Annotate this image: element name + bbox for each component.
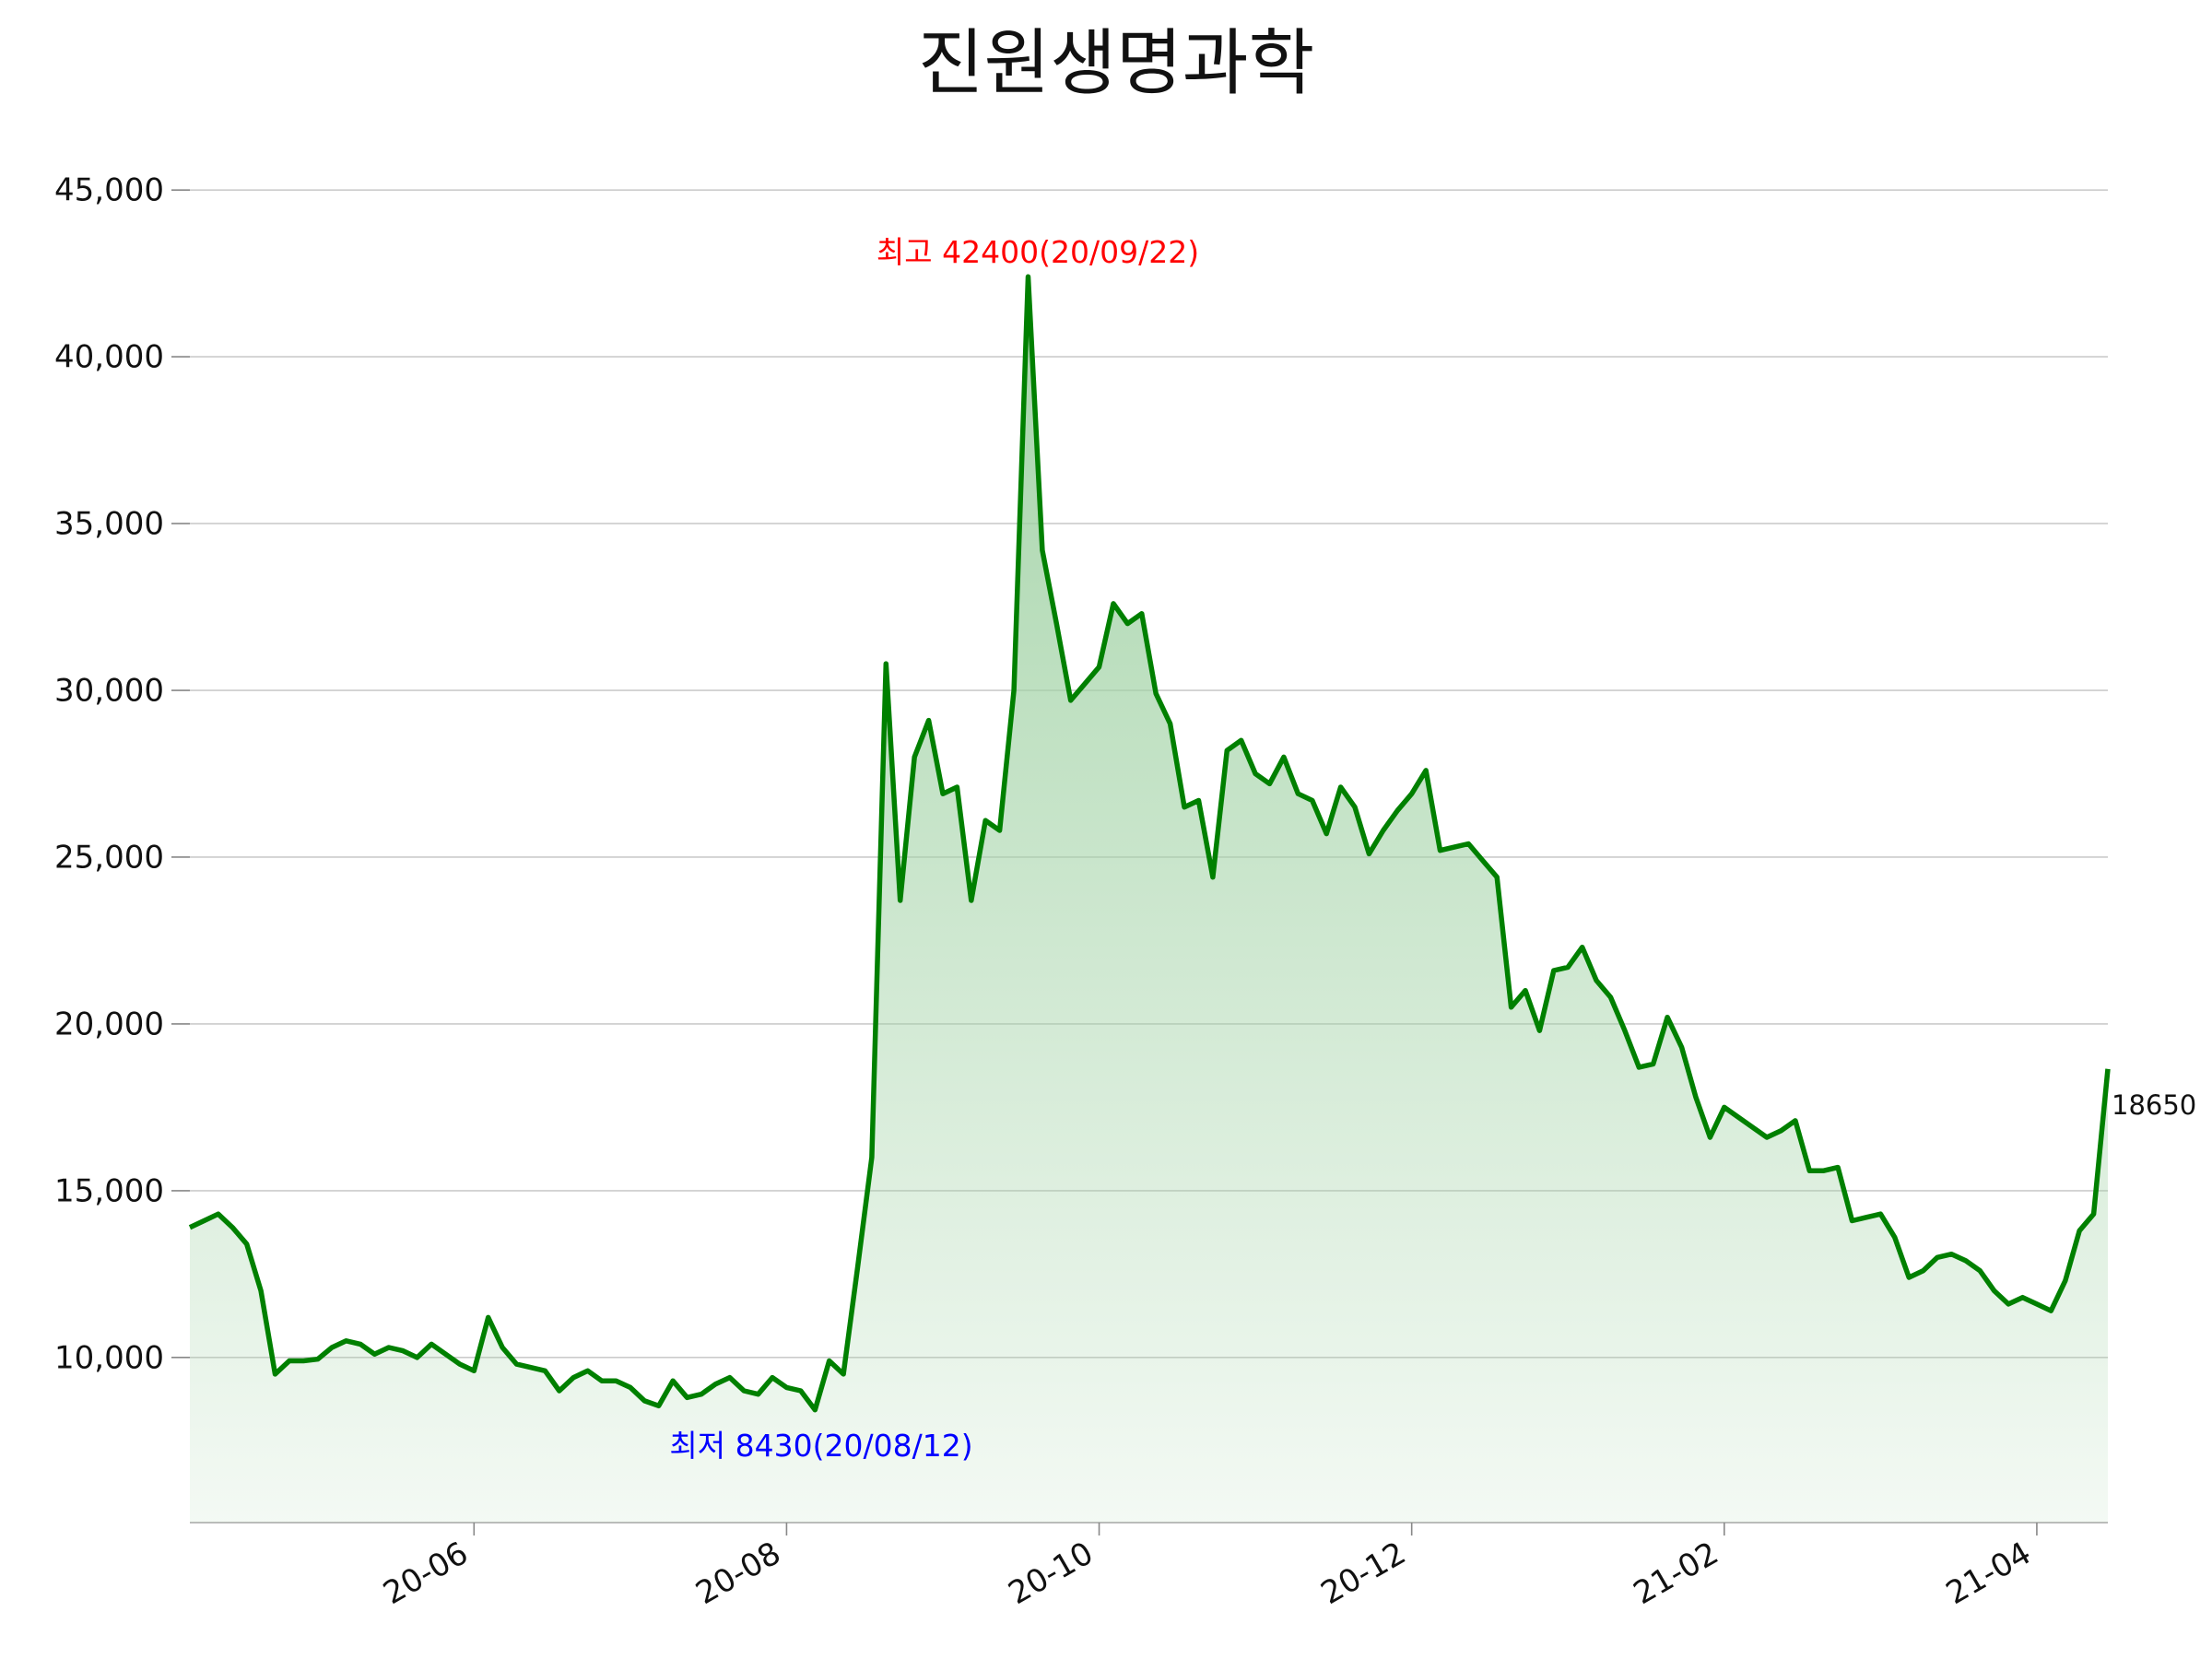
y-tick-label: 15,000 — [54, 1172, 164, 1209]
annotation: 18650 — [2112, 1089, 2196, 1121]
x-tick-label: 21-04 — [1940, 1535, 2038, 1612]
x-tick-label: 20-06 — [377, 1535, 475, 1612]
y-tick-label: 10,000 — [54, 1339, 164, 1376]
y-tick-label: 45,000 — [54, 172, 164, 209]
area — [190, 276, 2108, 1524]
x-tick-label: 21-02 — [1628, 1535, 1725, 1612]
y-tick-label: 35,000 — [54, 506, 164, 543]
annotation: 최저 8430(20/08/12) — [669, 1428, 972, 1464]
x-tick-label: 20-08 — [689, 1535, 787, 1612]
line — [188, 274, 2111, 1413]
annotation: 최고 42400(20/09/22) — [877, 234, 1199, 270]
y-tick-label: 30,000 — [54, 673, 164, 710]
x-tick-label: 20-10 — [1002, 1535, 1100, 1612]
y-tick-label: 20,000 — [54, 1006, 164, 1042]
x-tick-label: 20-12 — [1315, 1535, 1413, 1612]
chart-title: 진원생명과학 — [918, 22, 1315, 105]
y-tick-label: 40,000 — [54, 339, 164, 376]
y-tick-label: 25,000 — [54, 839, 164, 876]
